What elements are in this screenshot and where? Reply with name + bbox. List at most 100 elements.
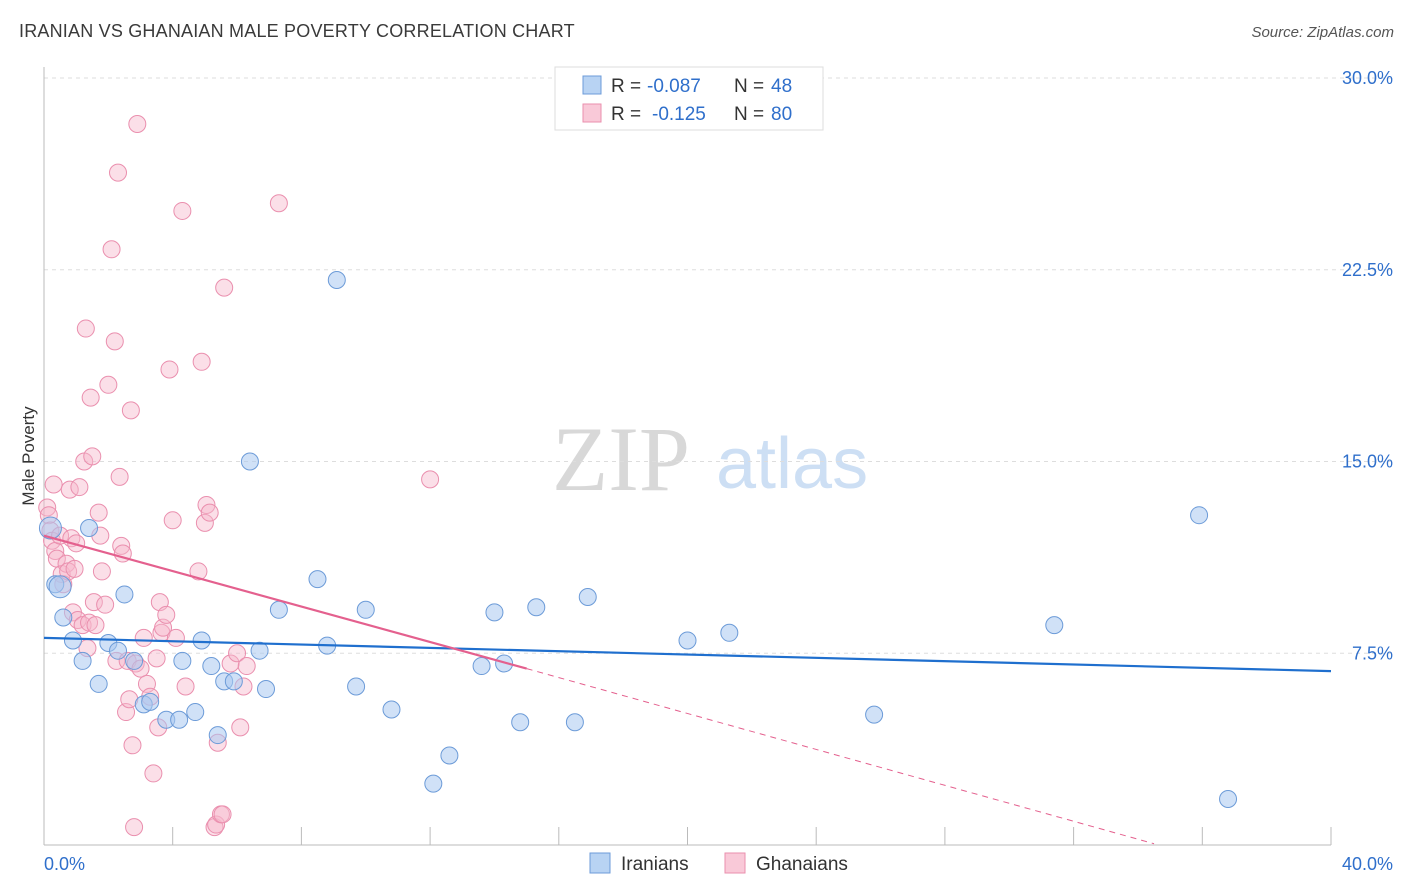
ghanaian-point <box>92 562 111 581</box>
ghanaian-point <box>89 503 108 522</box>
stats-n-label-1: N = <box>734 76 764 97</box>
x-tick-label: 0.0% <box>44 854 85 874</box>
y-tick-label: 30.0% <box>1342 68 1393 88</box>
axes <box>43 67 1332 846</box>
ghanaian-point <box>269 194 288 213</box>
iranian-point <box>89 674 108 693</box>
iranian-point <box>80 518 99 537</box>
iranian-point <box>250 641 269 660</box>
iranian-point <box>565 713 584 732</box>
ghanaian-point <box>157 605 176 624</box>
iranian-point <box>173 651 192 670</box>
ghanaian-point <box>125 818 144 837</box>
ghanaians-swatch <box>724 852 746 874</box>
ghanaians-swatch-stats <box>582 103 602 123</box>
ghanaian-point <box>65 559 84 578</box>
trend-lines <box>43 534 1332 845</box>
iranian-point <box>440 746 459 765</box>
ghanaian-point <box>123 736 142 755</box>
iranian-point <box>472 657 491 676</box>
legend-iranians-label: Iranians <box>621 854 689 875</box>
stats-r-label-2: R = <box>611 104 641 125</box>
ghanaian-point <box>221 654 240 673</box>
stats-r-value-1: -0.087 <box>647 76 701 97</box>
iranian-point <box>141 692 160 711</box>
ghanaian-point <box>231 718 250 737</box>
iranian-point <box>269 600 288 619</box>
iranian-point <box>720 623 739 642</box>
stats-r-value-2: -0.125 <box>652 104 706 125</box>
stats-n-value-1: 48 <box>771 76 792 97</box>
ghanaian-point <box>200 503 219 522</box>
iranian-point <box>1219 789 1238 808</box>
iranian-point <box>224 672 243 691</box>
ghanaian-point <box>105 332 124 351</box>
ghanaians-trend-extension <box>526 668 1155 845</box>
ghanaian-point <box>163 511 182 530</box>
y-axis-label: Male Poverty <box>19 406 38 506</box>
iranian-point <box>1190 506 1209 525</box>
ghanaian-point <box>228 644 247 663</box>
iranian-point <box>115 585 134 604</box>
ghanaian-point <box>176 677 195 696</box>
stats-n-value-2: 80 <box>771 104 792 125</box>
ghanaian-point <box>38 498 57 517</box>
ghanaian-point <box>189 562 208 581</box>
iranian-point <box>186 703 205 722</box>
ghanaian-point <box>121 401 140 420</box>
ghanaian-point <box>96 595 115 614</box>
iranian-point <box>327 270 346 289</box>
iranian-point <box>511 713 530 732</box>
ghanaian-point <box>192 352 211 371</box>
ghanaian-point <box>70 478 89 497</box>
iranian-point <box>125 651 144 670</box>
ghanaians-trend-line <box>43 534 527 670</box>
iranian-point <box>240 452 259 471</box>
ghanaian-point <box>195 513 214 532</box>
iranian-point <box>192 631 211 650</box>
ghanaian-point <box>173 201 192 220</box>
iranian-point <box>38 516 62 540</box>
iranian-point <box>54 608 73 627</box>
iranian-point <box>382 700 401 719</box>
iranian-point <box>678 631 697 650</box>
iranian-point <box>347 677 366 696</box>
iranian-point <box>865 705 884 724</box>
ghanaian-point <box>110 467 129 486</box>
iranian-point <box>527 598 546 617</box>
iranian-point <box>424 774 443 793</box>
iranian-point <box>202 657 221 676</box>
iranian-point <box>48 575 72 599</box>
ghanaian-point <box>99 375 118 394</box>
chart-source: Source: ZipAtlas.com <box>1251 24 1394 41</box>
iranian-point <box>63 631 82 650</box>
ghanaian-point <box>109 163 128 182</box>
watermark-zip: ZIP <box>552 408 690 510</box>
bottom-legend: Iranians Ghanaians <box>589 852 848 875</box>
y-tick-label: 7.5% <box>1352 643 1393 663</box>
iranian-point <box>109 641 128 660</box>
ghanaian-point <box>144 764 163 783</box>
ghanaian-point <box>160 360 179 379</box>
legend-ghanaians-label: Ghanaians <box>756 854 848 875</box>
y-tick-label: 22.5% <box>1342 260 1393 280</box>
watermark-atlas: atlas <box>716 424 868 504</box>
ghanaian-point <box>86 616 105 635</box>
ghanaian-points <box>38 115 440 837</box>
iranian-point <box>208 726 227 745</box>
iranian-point <box>1045 616 1064 635</box>
ghanaian-point <box>134 628 153 647</box>
ghanaian-point <box>166 628 185 647</box>
ghanaian-point <box>128 115 147 134</box>
iranian-point <box>73 651 92 670</box>
iranians-swatch <box>589 852 611 874</box>
stats-r-label-1: R = <box>611 76 641 97</box>
iranian-point <box>356 600 375 619</box>
iranians-trend-line <box>43 636 1332 673</box>
ghanaian-point <box>112 536 131 555</box>
ghanaian-point <box>147 649 166 668</box>
ghanaian-point <box>215 278 234 297</box>
ghanaian-point <box>83 447 102 466</box>
ghanaian-point <box>84 593 103 612</box>
